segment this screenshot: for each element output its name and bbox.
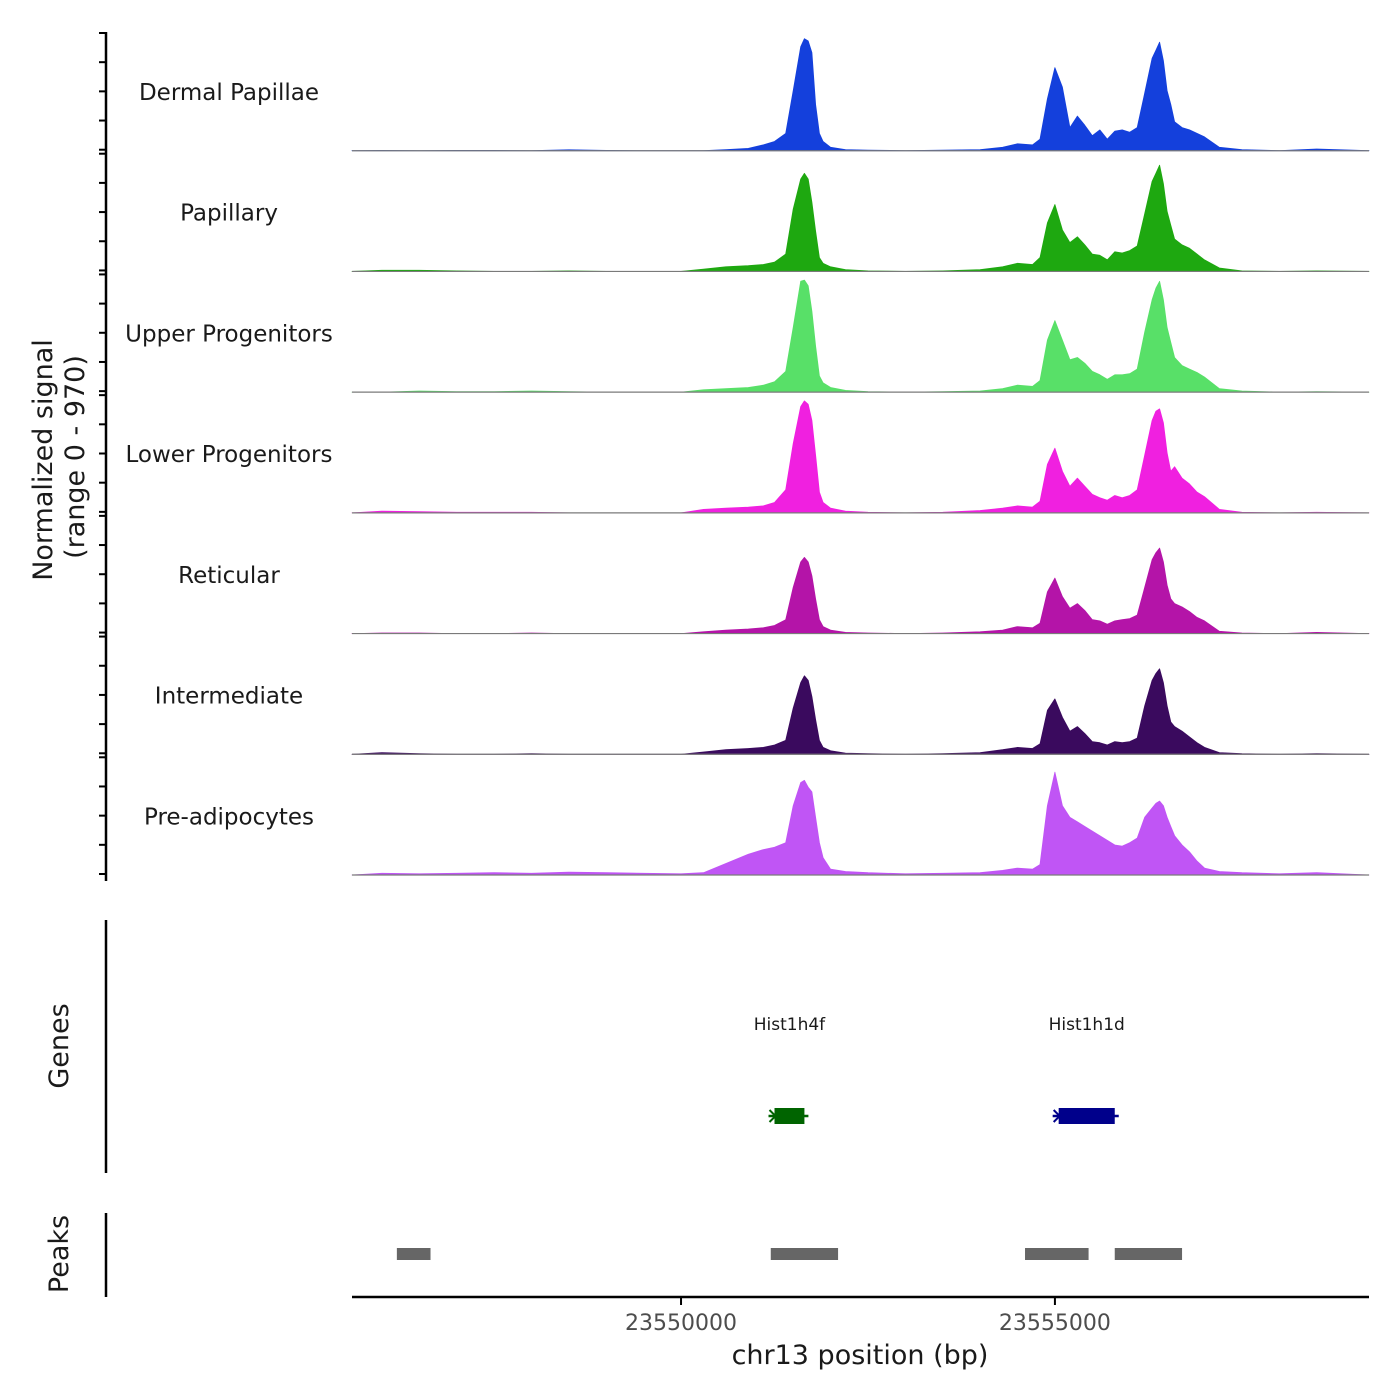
gene-strand-arrow bbox=[1052, 1109, 1062, 1123]
track-papillary: Papillary bbox=[180, 164, 1370, 273]
peak-region bbox=[396, 1248, 431, 1260]
track-dermal-papillae: Dermal Papillae bbox=[139, 38, 1370, 152]
track-pre-adipocytes: Pre-adipocytes bbox=[144, 771, 1370, 876]
coverage-area-intermediate bbox=[351, 668, 1370, 755]
x-tick-label: 23555000 bbox=[999, 1311, 1111, 1336]
coverage-area-papillary bbox=[351, 164, 1370, 272]
peak-region bbox=[1025, 1248, 1089, 1260]
coverage-tracks: Dermal Papillae Papillary Upper Progenitor… bbox=[125, 38, 1370, 876]
track-label: Reticular bbox=[178, 563, 280, 589]
genes-track-label: Genes bbox=[44, 1003, 75, 1088]
coverage-area-lower-progenitors bbox=[351, 400, 1370, 514]
peak-region bbox=[1114, 1248, 1183, 1260]
gene-label: Hist1h1d bbox=[1049, 1015, 1125, 1035]
gene-track: Hist1h4f Hist1h1d bbox=[754, 1015, 1125, 1124]
peak-region bbox=[770, 1248, 839, 1260]
gene-strand-arrow bbox=[768, 1109, 777, 1123]
peaks-track-label: Peaks bbox=[44, 1215, 75, 1293]
gene-label: Hist1h4f bbox=[754, 1015, 826, 1035]
x-tick-label: 23550000 bbox=[625, 1311, 737, 1336]
track-upper-progenitors: Upper Progenitors bbox=[125, 279, 1370, 393]
track-label: Lower Progenitors bbox=[126, 442, 333, 468]
coverage-area-upper-progenitors bbox=[351, 279, 1370, 393]
track-label: Pre-adipocytes bbox=[144, 804, 314, 830]
track-lower-progenitors: Lower Progenitors bbox=[126, 400, 1370, 514]
gene-hist1h1d: Hist1h1d bbox=[1049, 1015, 1125, 1124]
track-reticular: Reticular bbox=[178, 547, 1370, 635]
track-label: Dermal Papillae bbox=[139, 80, 319, 106]
peak-track bbox=[396, 1248, 1183, 1260]
coverage-area-dermal-papillae bbox=[351, 38, 1370, 152]
coverage-area-pre-adipocytes bbox=[351, 771, 1370, 876]
coverage-axis bbox=[99, 32, 108, 881]
track-label: Upper Progenitors bbox=[125, 321, 333, 347]
track-label: Papillary bbox=[180, 201, 278, 227]
track-intermediate: Intermediate bbox=[155, 668, 1370, 755]
y-axis-range: (range 0 - 970) bbox=[60, 355, 91, 559]
y-axis-title: Normalized signal bbox=[28, 339, 59, 581]
coverage-area-reticular bbox=[351, 547, 1370, 634]
x-axis-title: chr13 position (bp) bbox=[732, 1340, 989, 1371]
gene-hist1h4f: Hist1h4f bbox=[754, 1015, 826, 1124]
x-axis-ticks: 23550000 23555000 bbox=[625, 1297, 1111, 1336]
track-label: Intermediate bbox=[155, 684, 303, 710]
